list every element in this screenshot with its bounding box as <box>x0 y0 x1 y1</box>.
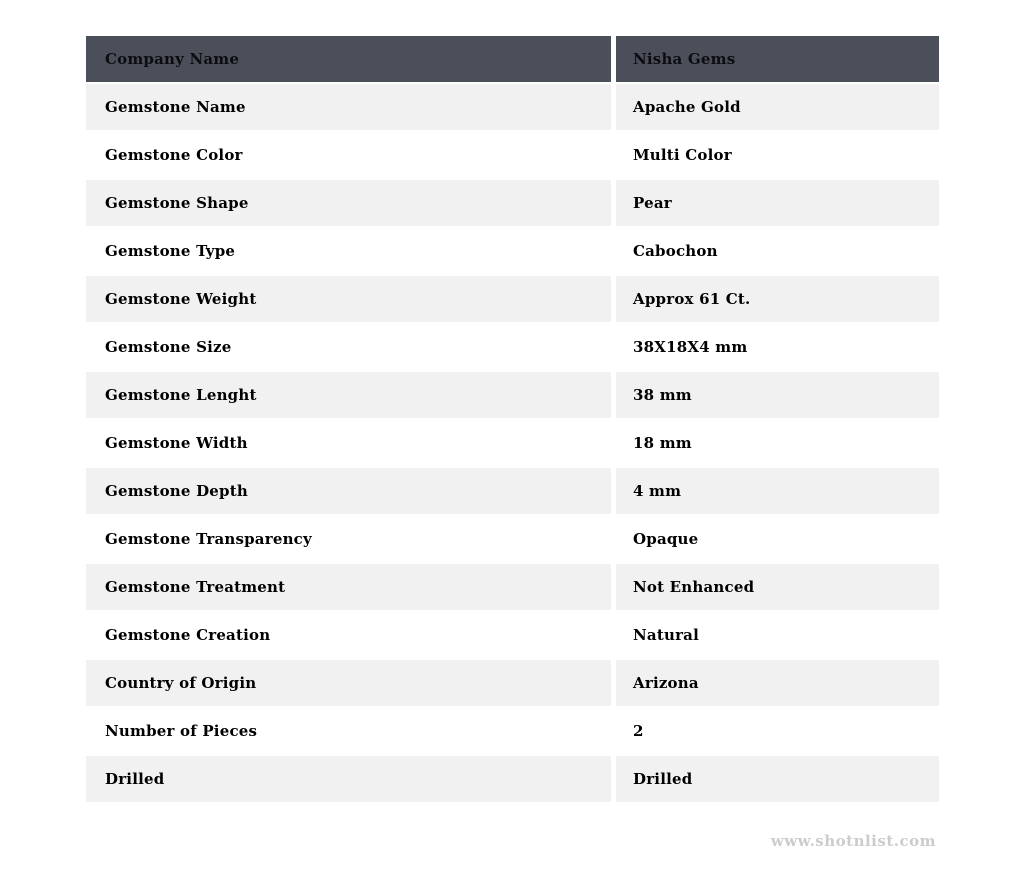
table-row-label: Gemstone Type <box>86 228 611 274</box>
table-row-value: Approx 61 Ct. <box>616 276 939 322</box>
gemstone-spec-table: Company Name Nisha Gems Gemstone Name Apa… <box>86 36 939 802</box>
table-row-label: Gemstone Size <box>86 324 611 370</box>
table-row-label: Drilled <box>86 756 611 802</box>
table-row-value: Not Enhanced <box>616 564 939 610</box>
table-row-label: Gemstone Color <box>86 132 611 178</box>
table-row-value: Arizona <box>616 660 939 706</box>
table-row-value: Drilled <box>616 756 939 802</box>
table-row-value: Cabochon <box>616 228 939 274</box>
table-header-company-value: Nisha Gems <box>616 36 939 82</box>
table-row-value: Multi Color <box>616 132 939 178</box>
table-row-label: Gemstone Treatment <box>86 564 611 610</box>
table-row-value: 38 mm <box>616 372 939 418</box>
table-row-value: 2 <box>616 708 939 754</box>
table-row-value: 4 mm <box>616 468 939 514</box>
table-row-label: Number of Pieces <box>86 708 611 754</box>
table-row-value: Apache Gold <box>616 84 939 130</box>
table-row-label: Gemstone Shape <box>86 180 611 226</box>
table-row-label: Gemstone Transparency <box>86 516 611 562</box>
table-row-label: Gemstone Lenght <box>86 372 611 418</box>
table-row-value: Natural <box>616 612 939 658</box>
watermark-url: www.shotnlist.com <box>770 832 936 850</box>
table-row-label: Gemstone Depth <box>86 468 611 514</box>
table-row-label: Gemstone Name <box>86 84 611 130</box>
table-row-label: Gemstone Weight <box>86 276 611 322</box>
table-row-value: Opaque <box>616 516 939 562</box>
table-row-value: Pear <box>616 180 939 226</box>
table-row-label: Country of Origin <box>86 660 611 706</box>
table-row-label: Gemstone Width <box>86 420 611 466</box>
table-row-value: 18 mm <box>616 420 939 466</box>
table-row-label: Gemstone Creation <box>86 612 611 658</box>
table-row-value: 38X18X4 mm <box>616 324 939 370</box>
table-header-company-label: Company Name <box>86 36 611 82</box>
